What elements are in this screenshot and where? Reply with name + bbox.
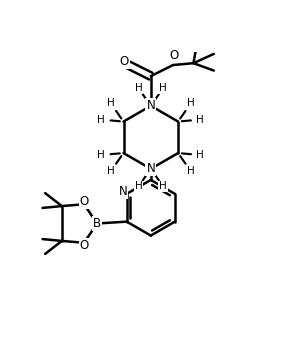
Text: H: H <box>98 150 105 160</box>
Text: H: H <box>135 181 142 192</box>
Text: B: B <box>93 217 101 230</box>
Text: N: N <box>146 99 155 112</box>
Text: H: H <box>187 98 195 108</box>
Text: O: O <box>119 55 129 68</box>
Text: H: H <box>196 114 204 125</box>
Text: H: H <box>107 166 115 176</box>
Text: H: H <box>187 166 195 176</box>
Text: H: H <box>159 83 167 93</box>
Text: H: H <box>98 114 105 125</box>
Text: O: O <box>79 195 89 208</box>
Text: N: N <box>146 162 155 175</box>
Text: O: O <box>169 49 179 62</box>
Text: O: O <box>79 239 89 252</box>
Text: H: H <box>196 150 204 160</box>
Text: N: N <box>119 185 127 198</box>
Text: H: H <box>159 181 167 192</box>
Text: H: H <box>135 83 142 93</box>
Text: H: H <box>107 98 115 108</box>
